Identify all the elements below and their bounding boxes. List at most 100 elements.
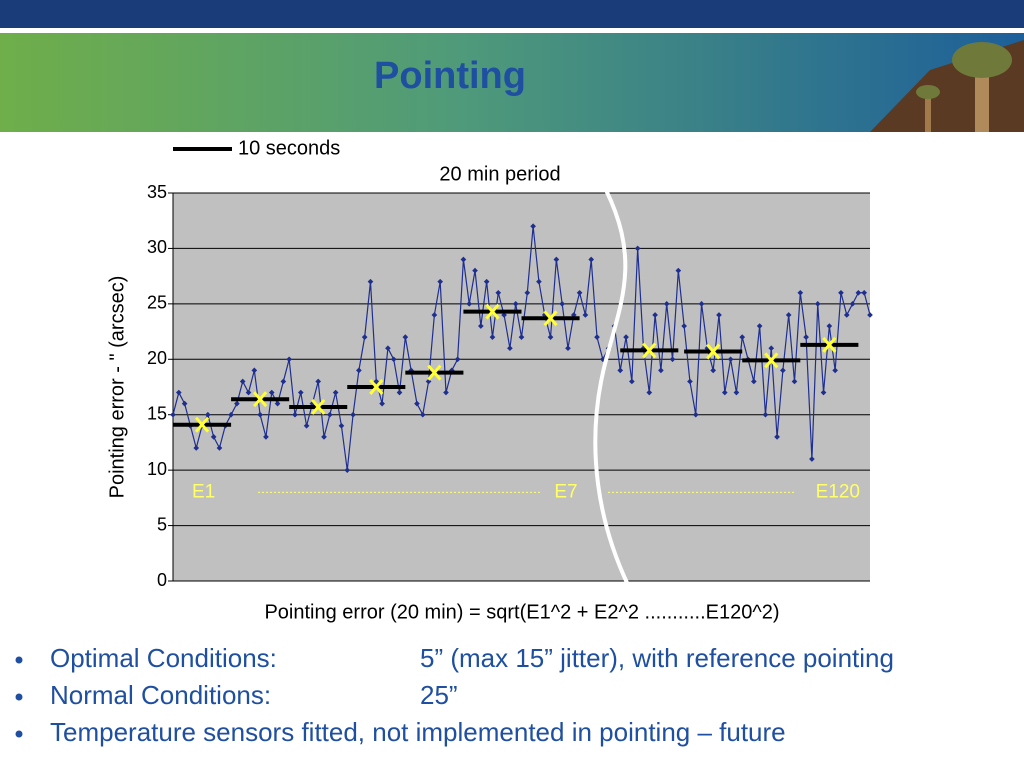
- data-point: [268, 389, 275, 396]
- data-point: [739, 334, 746, 340]
- data-point: [797, 289, 804, 296]
- data-point: [698, 301, 705, 307]
- data-point: [437, 278, 444, 285]
- data-point: [257, 411, 263, 418]
- data-point: [356, 367, 362, 374]
- data-point: [210, 434, 217, 440]
- data-point: [431, 312, 438, 318]
- data-point: [785, 312, 792, 318]
- data-point: [205, 411, 211, 418]
- bullet-dot: [15, 693, 23, 701]
- mean-marker: [642, 342, 657, 359]
- data-point: [361, 334, 368, 340]
- data-point: [652, 312, 658, 318]
- data-point: [344, 467, 351, 473]
- data-point: [768, 345, 775, 352]
- bullet-label: Normal Conditions:: [50, 680, 271, 710]
- chart: 0 5 10 15 20 25 30 35 E1 E7 E120 10 seconds 20 min p…: [106, 137, 873, 623]
- data-point: [460, 256, 467, 263]
- data-point: [303, 422, 310, 429]
- y-tick-label: 20: [147, 348, 167, 368]
- data-point: [710, 367, 717, 374]
- plot-area: [173, 193, 870, 581]
- y-tick-label: 5: [157, 514, 167, 534]
- data-point: [263, 434, 269, 440]
- data-point: [780, 367, 786, 374]
- data-point: [791, 378, 798, 385]
- data-point: [454, 356, 461, 363]
- y-tick-label: 0: [157, 570, 167, 590]
- data-point: [419, 411, 426, 418]
- data-point: [315, 378, 322, 385]
- data-point: [390, 356, 397, 363]
- bullet-dot: [15, 656, 23, 664]
- mean-marker: [369, 379, 384, 395]
- data-point: [809, 456, 815, 462]
- legend-label: 10 seconds: [238, 137, 340, 159]
- data-point: [507, 345, 513, 352]
- data-point: [646, 389, 653, 396]
- data-point: [681, 323, 687, 329]
- data-point: [466, 301, 473, 307]
- data-point: [193, 445, 200, 451]
- data-point: [414, 400, 420, 407]
- data-point: [286, 356, 292, 363]
- bullet-value: 25”: [420, 680, 458, 710]
- data-point: [478, 323, 484, 329]
- data-point: [855, 289, 862, 296]
- data-point: [751, 378, 757, 385]
- data-point: [658, 367, 664, 374]
- data-point: [867, 312, 873, 318]
- mean-marker: [252, 391, 268, 408]
- data-point: [512, 301, 519, 307]
- data-point: [669, 356, 676, 363]
- data-point: [843, 312, 850, 318]
- data-point: [663, 301, 670, 307]
- annotation: E1: [192, 481, 215, 502]
- data-point: [803, 334, 809, 340]
- data-point: [536, 278, 542, 285]
- data-point: [716, 312, 722, 318]
- data-point: [338, 422, 345, 429]
- annotation: E120: [816, 481, 860, 502]
- data-point: [495, 289, 502, 296]
- data-point: [692, 411, 699, 418]
- data-point: [687, 378, 693, 385]
- data-point: [443, 389, 449, 396]
- data-point: [617, 367, 624, 374]
- data-point: [565, 345, 571, 352]
- bullet-label: Optimal Conditions:: [50, 643, 277, 673]
- data-point: [216, 445, 223, 451]
- data-point: [826, 323, 833, 329]
- data-point: [292, 411, 298, 418]
- data-point: [629, 378, 635, 385]
- data-point: [175, 389, 182, 396]
- data-point: [332, 389, 339, 396]
- data-point: [297, 389, 304, 396]
- data-point: [472, 267, 478, 274]
- mean-marker: [706, 343, 721, 360]
- data-point: [373, 378, 380, 385]
- mean-marker: [485, 303, 500, 320]
- y-tick-label: 35: [147, 182, 167, 202]
- data-point: [838, 289, 844, 296]
- data-point: [588, 256, 595, 263]
- bullet-value: 5” (max 15” jitter), with reference poin…: [420, 643, 894, 673]
- data-point: [489, 334, 496, 340]
- data-point: [524, 289, 531, 296]
- data-point: [239, 378, 246, 385]
- bullet-label: Temperature sensors fitted, not implemen…: [50, 717, 786, 747]
- data-point: [774, 434, 780, 440]
- mean-marker: [543, 310, 558, 327]
- data-point: [559, 301, 565, 307]
- data-point: [733, 389, 740, 396]
- mean-marker: [311, 398, 326, 415]
- data-point: [820, 389, 827, 396]
- data-point: [594, 334, 600, 340]
- y-axis-label: Pointing error - " (arcsec): [106, 276, 128, 499]
- data-point: [634, 245, 641, 252]
- data-point: [623, 334, 629, 340]
- data-point: [402, 334, 409, 340]
